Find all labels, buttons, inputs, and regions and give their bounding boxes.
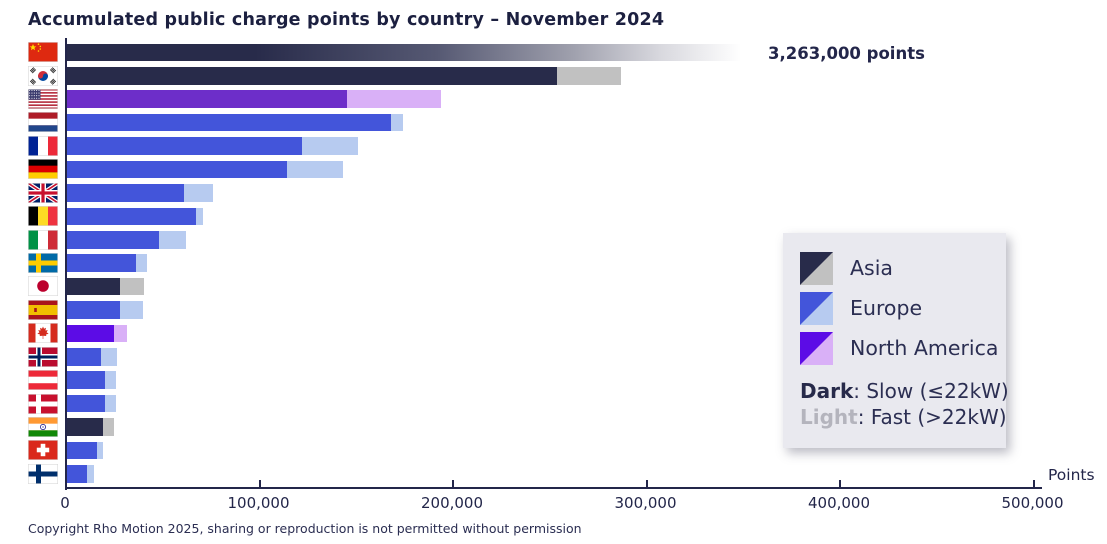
italy-slow-bar xyxy=(66,230,159,249)
canada-slow-bar xyxy=(66,324,115,343)
united-states-slow-bar xyxy=(66,90,347,109)
x-tick-400000 xyxy=(839,480,841,487)
france-fast-bar xyxy=(302,137,359,155)
south-korea-slow-bar xyxy=(66,67,558,85)
netherlands-fast-bar xyxy=(391,113,403,132)
switzerland-flag-icon xyxy=(28,440,58,461)
sweden-flag-icon xyxy=(28,252,58,273)
germany-slow-bar xyxy=(66,160,287,179)
netherlands-slow-bar xyxy=(66,113,392,132)
denmark-slow-bar xyxy=(66,394,105,413)
x-tick-label-0: 0 xyxy=(60,494,70,512)
united-states-fast-bar xyxy=(346,90,442,109)
north-america-swatch-icon xyxy=(800,332,833,365)
switzerland-fast-bar xyxy=(96,441,104,460)
netherlands-flag-icon xyxy=(28,112,58,133)
legend-label-north-america: North America xyxy=(850,336,999,360)
x-tick-label-300000: 300,000 xyxy=(614,494,677,512)
x-axis-title: Points xyxy=(1048,466,1095,484)
x-tick-label-500000: 500,000 xyxy=(1001,494,1064,512)
china-flag-icon xyxy=(28,42,58,63)
japan-fast-bar xyxy=(120,277,145,296)
x-tick-200000 xyxy=(452,480,454,487)
x-tick-label-200000: 200,000 xyxy=(420,494,484,512)
x-tick-500000 xyxy=(1032,480,1035,487)
austria-slow-bar xyxy=(66,371,105,390)
united-kingdom-fast-bar xyxy=(184,184,214,202)
norway-flag-icon xyxy=(28,346,58,367)
legend-note-light: Light: Fast (>22kW) xyxy=(800,405,1007,429)
finland-fast-bar xyxy=(86,465,95,483)
japan-slow-bar xyxy=(66,277,121,296)
sweden-fast-bar xyxy=(135,254,148,272)
legend-note-dark-text: : Slow (≤22kW) xyxy=(853,379,1009,403)
italy-flag-icon xyxy=(28,229,58,250)
canada-fast-bar xyxy=(114,324,127,343)
switzerland-slow-bar xyxy=(66,441,97,460)
legend-label-asia: Asia xyxy=(850,256,893,280)
china-overflow-bar xyxy=(66,43,741,62)
france-flag-icon xyxy=(28,135,58,156)
europe-swatch-icon xyxy=(800,292,833,325)
legend-note-light-word: Light xyxy=(800,405,858,429)
austria-fast-bar xyxy=(104,371,117,390)
finland-flag-icon xyxy=(28,463,58,484)
sweden-slow-bar xyxy=(66,254,136,272)
x-tick-label-400000: 400,000 xyxy=(807,494,871,512)
united-states-flag-icon xyxy=(28,89,58,110)
legend-label-europe: Europe xyxy=(850,296,923,320)
x-tick-100000 xyxy=(258,480,261,487)
germany-flag-icon xyxy=(28,159,58,180)
japan-flag-icon xyxy=(28,276,58,297)
x-tick-300000 xyxy=(645,480,648,487)
legend-note-dark: Dark: Slow (≤22kW) xyxy=(800,379,1009,403)
norway-slow-bar xyxy=(66,348,101,366)
belgium-flag-icon xyxy=(28,206,58,227)
spain-fast-bar xyxy=(120,301,144,319)
india-slow-bar xyxy=(66,418,103,436)
spain-slow-bar xyxy=(66,301,121,319)
asia-swatch-icon xyxy=(800,252,833,285)
germany-fast-bar xyxy=(286,160,343,179)
italy-fast-bar xyxy=(158,230,186,249)
finland-slow-bar xyxy=(66,465,87,483)
norway-fast-bar xyxy=(100,348,117,366)
belgium-slow-bar xyxy=(66,207,196,226)
denmark-fast-bar xyxy=(104,394,116,413)
spain-flag-icon xyxy=(28,299,58,320)
copyright-text: Copyright Rho Motion 2025, sharing or re… xyxy=(28,521,582,536)
legend-note-light-text: : Fast (>22kW) xyxy=(857,405,1007,429)
x-tick-label-100000: 100,000 xyxy=(227,494,290,512)
x-axis-line xyxy=(65,487,1042,489)
legend: Asia Europe North America Dark: Slow (≤2… xyxy=(783,233,1009,448)
y-axis-line xyxy=(65,38,67,490)
austria-flag-icon xyxy=(28,370,58,391)
legend-note-dark-word: Dark xyxy=(800,379,854,403)
china-total-annotation: 3,263,000 points xyxy=(768,44,925,63)
south-korea-fast-bar xyxy=(557,67,622,85)
france-slow-bar xyxy=(66,137,303,155)
south-korea-flag-icon xyxy=(28,65,58,86)
india-flag-icon xyxy=(28,416,58,437)
canada-flag-icon xyxy=(28,323,58,344)
belgium-fast-bar xyxy=(195,207,204,226)
chart-title: Accumulated public charge points by coun… xyxy=(28,10,665,30)
india-fast-bar xyxy=(102,418,115,436)
denmark-flag-icon xyxy=(28,393,58,414)
united-kingdom-slow-bar xyxy=(66,184,185,202)
united-kingdom-flag-icon xyxy=(28,182,58,203)
